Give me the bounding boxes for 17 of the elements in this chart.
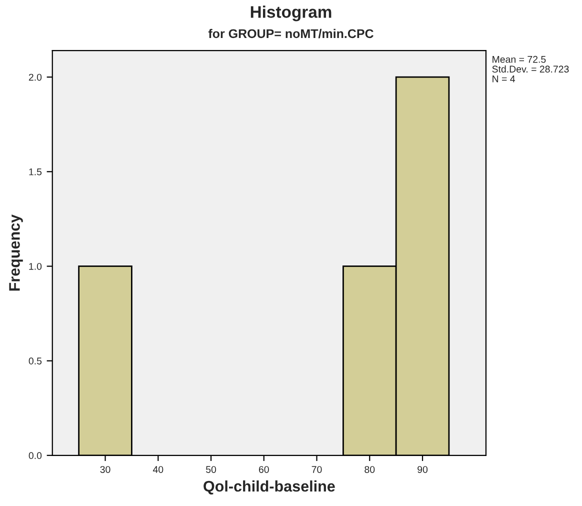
x-tick-label: 40	[152, 466, 164, 473]
y-tick-label: 1.0	[29, 262, 42, 270]
y-tick-label: 1.5	[29, 168, 42, 176]
y-tick-label: 2.0	[28, 74, 42, 81]
x-tick-label: 50	[206, 466, 216, 473]
x-tick-label: 70	[312, 466, 322, 473]
y-axis-title: Frequency	[9, 214, 23, 291]
chart-subtitle: for GROUP= noMT/min.CPC	[208, 28, 374, 38]
x-tick-label: 60	[258, 466, 269, 473]
x-tick-label: 30	[100, 466, 110, 473]
y-tick-label: 0.5	[28, 358, 42, 364]
x-tick-label: 90	[418, 466, 428, 473]
chart-title: Histogram	[250, 6, 332, 22]
text: Mean = 72.5 Std.Dev. = 28.723 N = 4	[492, 56, 569, 82]
y-tick-label: 0.0	[28, 452, 42, 460]
x-axis-title: Qol-child-baseline	[204, 480, 335, 495]
x-tick-label: 80	[364, 466, 375, 473]
